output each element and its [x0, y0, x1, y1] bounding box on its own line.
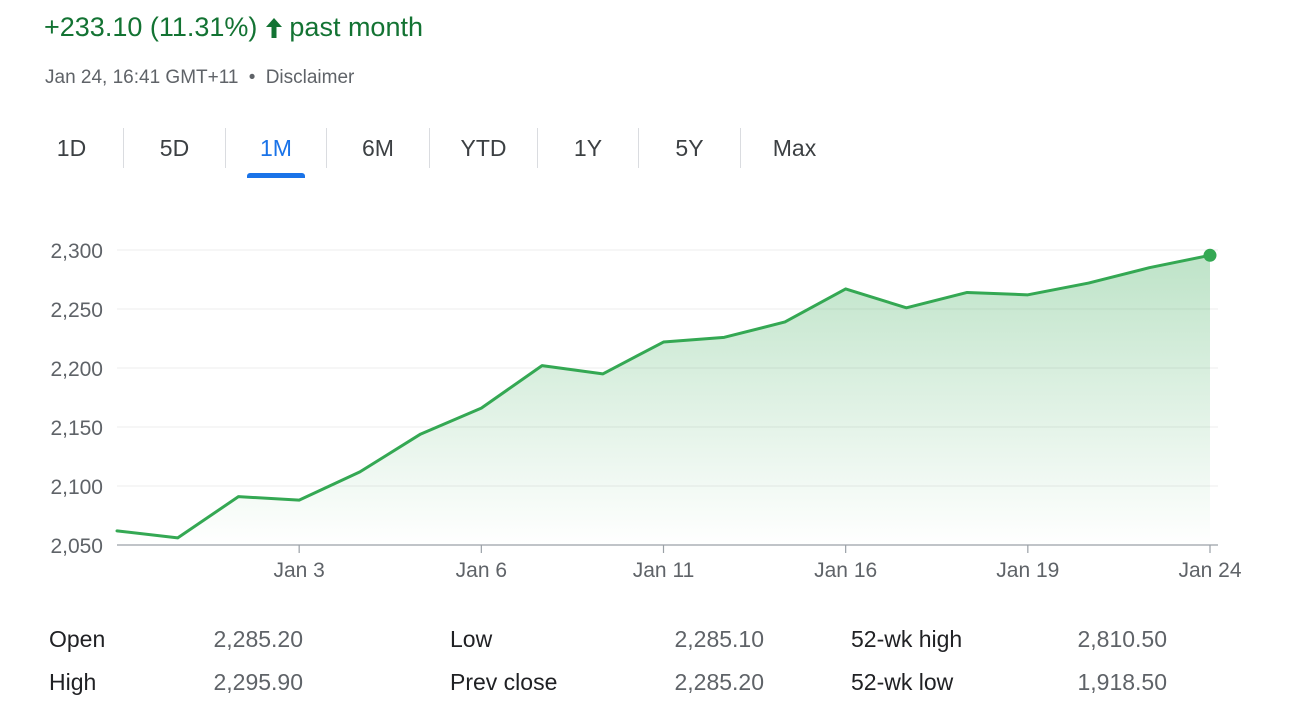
data-point [358, 470, 362, 474]
data-point [540, 364, 544, 368]
stat-52wk-low-label: 52-wk low [851, 669, 954, 695]
tab-ytd[interactable]: YTD [460, 135, 507, 161]
data-point [1147, 266, 1151, 270]
separator: • [248, 67, 256, 88]
tab-1m[interactable]: 1M [226, 126, 326, 170]
change-period: past month [289, 12, 423, 42]
tab-divider [326, 128, 327, 168]
stat-low-label: Low [450, 626, 493, 652]
arrow-up-icon [265, 17, 283, 39]
data-point [601, 372, 605, 376]
x-tick-label: Jan 11 [633, 559, 695, 582]
stat-52wk-low-value: 1,918.50 [1077, 669, 1167, 695]
y-tick-label: 2,300 [50, 240, 103, 263]
tab-6m[interactable]: 6M [362, 135, 394, 161]
data-point [783, 320, 787, 324]
x-tick-label: Jan 3 [273, 559, 324, 582]
tab-divider [537, 128, 538, 168]
series-line [115, 253, 1212, 540]
data-point [1087, 281, 1091, 285]
tab-divider [638, 128, 639, 168]
stat-high-value: 2,295.90 [213, 669, 303, 695]
y-tick-label: 2,250 [50, 299, 103, 322]
y-tick-label: 2,050 [50, 535, 103, 558]
x-tick-label: Jan 16 [814, 559, 877, 582]
stat-open-value: 2,285.20 [213, 626, 303, 652]
tab-5y[interactable]: 5Y [675, 135, 704, 161]
data-point [965, 290, 969, 294]
x-tick-label: Jan 24 [1178, 559, 1241, 582]
x-tick-label: Jan 19 [996, 559, 1059, 582]
y-tick-label: 2,150 [50, 417, 103, 440]
stat-prev-close-label: Prev close [450, 669, 558, 695]
price-chart[interactable]: 2,300 2,250 2,200 2,150 2,100 2,050 Jan 3 Jan 6… [0, 200, 1306, 600]
tab-1d[interactable]: 1D [56, 135, 87, 161]
data-point [419, 432, 423, 436]
stat-52wk-high-value: 2,810.50 [1077, 626, 1167, 652]
tab-1y[interactable]: 1Y [573, 135, 603, 161]
stat-prev-close-value: 2,285.20 [674, 669, 764, 695]
timestamp-line: Jan 24, 16:41 GMT+11 • Disclaimer [45, 67, 354, 89]
tab-divider [123, 128, 124, 168]
data-point [115, 529, 119, 533]
data-point [904, 306, 908, 310]
x-tick-label: Jan 6 [456, 559, 507, 582]
tab-divider [429, 128, 430, 168]
change-value: +233.10 (11.31%) [44, 12, 258, 42]
price-change: +233.10 (11.31%) past month [44, 12, 423, 43]
stats-table: Open 2,285.20 High 2,295.90 Low 2,285.10… [0, 618, 1306, 718]
data-point [1026, 293, 1030, 297]
data-point [722, 335, 726, 339]
tab-divider [740, 128, 741, 168]
tab-max[interactable]: Max [772, 135, 817, 161]
data-point [479, 406, 483, 410]
data-point [844, 287, 848, 291]
y-tick-label: 2,200 [50, 358, 103, 381]
series-area [117, 255, 1210, 545]
data-point [176, 536, 180, 540]
data-point [662, 340, 666, 344]
tab-5d[interactable]: 5D [159, 135, 190, 161]
timestamp: Jan 24, 16:41 GMT+11 [45, 67, 239, 88]
stat-low-value: 2,285.10 [674, 626, 764, 652]
y-tick-label: 2,100 [50, 476, 103, 499]
stat-open-label: Open [49, 626, 106, 652]
stat-52wk-high-label: 52-wk high [851, 626, 963, 652]
disclaimer-link[interactable]: Disclaimer [265, 67, 355, 88]
stat-high-label: High [49, 669, 97, 695]
data-point [236, 495, 240, 499]
data-point [297, 498, 301, 502]
current-price-dot [1203, 248, 1217, 262]
